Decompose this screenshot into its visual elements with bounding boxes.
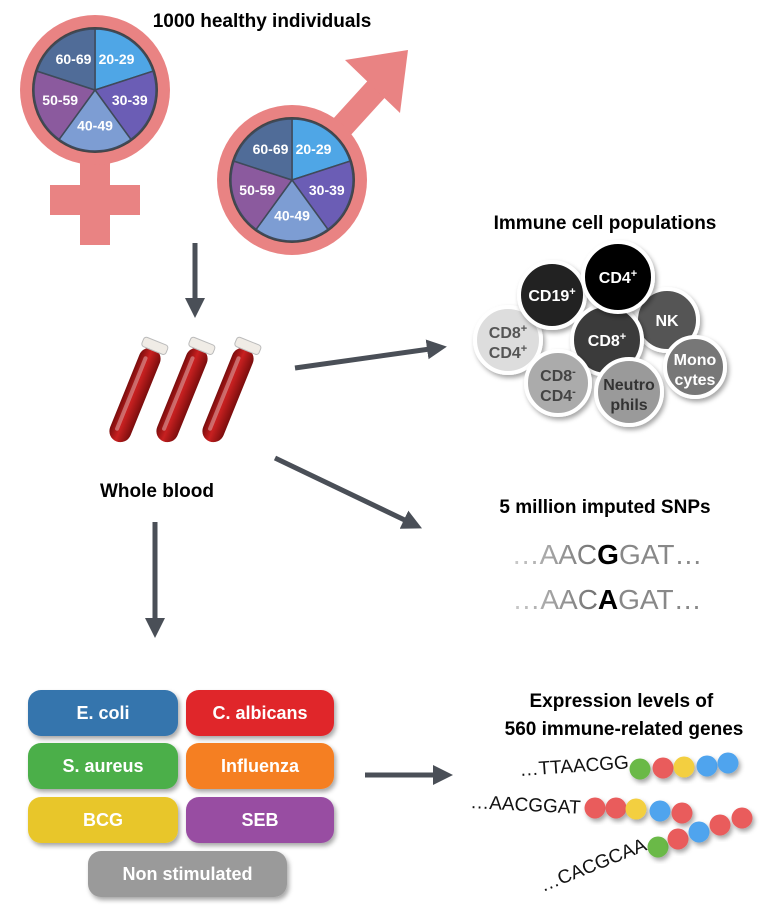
svg-text:S. aureus: S. aureus [62,756,143,776]
age-label: 30-39 [309,182,345,198]
svg-text:SEB: SEB [241,810,278,830]
expression-bead-red [671,802,693,824]
pie-slice-40-49 [255,178,329,242]
age-label: 40-49 [274,207,310,223]
svg-text:C. albicans: C. albicans [212,703,307,723]
age-label: 40-49 [77,117,113,133]
stimulus-c-albicans: C. albicans [186,690,334,736]
pie-slice-60-69 [36,28,96,92]
expression-bead-yellow [625,798,647,820]
blood-tube [156,336,216,443]
cell-cd8-cd4-: CD8+CD4+ [473,305,543,375]
stimulus-seb: SEB [186,797,334,843]
female-symbol-icon: 20-29 30-39 40-49 50-59 60-69 [20,15,170,245]
blood-tube [109,336,169,443]
age-label: 60-69 [253,141,289,157]
svg-text:Non stimulated: Non stimulated [122,864,252,884]
expression-bead-red [709,814,731,836]
pie-slice-30-39 [93,70,157,141]
arrow-to-snps [273,455,423,529]
cell-cd8-cd4-: CD8-CD4- [524,349,592,417]
stimulus-bcg: BCG [28,797,178,843]
expression-bead-green [647,836,669,858]
age-pie-male: 20-29 30-39 40-49 50-59 60-69 [230,118,354,242]
cell-nk: NK [634,287,700,353]
age-label: 60-69 [56,51,92,67]
whole-blood-label: Whole blood [100,481,214,502]
age-pie-female: 20-29 30-39 40-49 50-59 60-69 [33,28,157,152]
snp-allele: G [597,539,619,570]
svg-text:CD4+: CD4+ [489,343,527,362]
pie-slice-30-39 [290,160,354,231]
pie-slice-20-29 [94,28,154,92]
expression-bead-blue [696,755,718,777]
svg-text:BCG: BCG [83,810,123,830]
svg-text:phils: phils [610,397,647,414]
blood-tube [202,336,262,443]
gene-sequence: …CACGCAA [537,807,753,897]
gene-sequence: …TTAACGG [519,752,739,781]
expression-title: Expression levels of 560 immune-related … [505,691,744,740]
snp-sequences: …AACGGAT… …AACAGAT… [512,539,703,615]
svg-text:CD4+: CD4+ [599,268,637,287]
cell-monocytes: Mono cytes [663,335,727,399]
cell-neutrophils: Neutro phils [594,357,664,427]
svg-text:Mono: Mono [674,352,717,369]
svg-text:CD8+: CD8+ [489,323,527,342]
expression-bead-red [605,797,627,819]
svg-text:CD4-: CD4- [540,386,576,405]
age-label: 50-59 [239,182,275,198]
stimulus-s-aureus: S. aureus [28,743,178,789]
svg-text:…TTAACGG: …TTAACGG [519,752,630,781]
snps-title: 5 million imputed SNPs [499,497,710,518]
arrow-to-cells [294,339,447,371]
svg-text:…CACGCAA: …CACGCAA [537,835,650,897]
svg-text:…AACGGAT: …AACGGAT [470,792,582,819]
svg-text:E. coli: E. coli [76,703,129,723]
pie-slice-20-29 [291,118,351,182]
pie-slice-40-49 [58,88,132,152]
expression-sequences: …TTAACGG …AACGGAT …CACGCAA [470,752,753,897]
cell-cd19-: CD19+ [517,260,587,330]
svg-text:CD19+: CD19+ [528,286,575,305]
snp-sequence: …AACAGAT… [512,584,701,615]
stimulus-e-coli: E. coli [28,690,178,736]
age-label: 50-59 [42,92,78,108]
expression-bead-blue [649,800,671,822]
immune-title: Immune cell populations [494,213,717,234]
stimuli-grid: E. coli C. albicans S. aureus Influenza BCG S… [28,690,334,897]
expression-bead-blue [717,752,739,774]
stimulus-non-stimulated: Non stimulated [88,851,287,897]
pie-slice-50-59 [230,160,294,231]
expression-bead-yellow [673,756,695,778]
age-label: 30-39 [112,92,148,108]
svg-text:CD8+: CD8+ [588,331,626,350]
expression-bead-red [731,807,753,829]
gene-sequence: …AACGGAT [470,792,693,824]
age-label: 20-29 [99,51,135,67]
svg-text:NK: NK [655,313,679,330]
svg-text:cytes: cytes [675,372,716,389]
pie-slice-60-69 [233,118,293,182]
blood-tubes-icon [109,336,262,443]
snp-allele: A [598,584,618,615]
svg-text:CD8-: CD8- [540,366,576,385]
stimulus-influenza: Influenza [186,743,334,789]
expression-bead-red [667,828,689,850]
pie-slice-50-59 [33,70,97,141]
cell-cd4-: CD4+ [581,240,655,314]
expression-bead-red [652,757,674,779]
expression-bead-blue [688,821,710,843]
male-symbol-icon: 20-29 30-39 40-49 50-59 60-69 [217,50,408,255]
expression-bead-green [629,758,651,780]
snp-sequence: …AACGGAT… [512,539,703,570]
svg-text:Influenza: Influenza [221,756,300,776]
cohort-title: 1000 healthy individuals [153,11,372,32]
svg-text:Neutro: Neutro [603,377,655,394]
expression-bead-red [584,797,606,819]
age-label: 20-29 [296,141,332,157]
